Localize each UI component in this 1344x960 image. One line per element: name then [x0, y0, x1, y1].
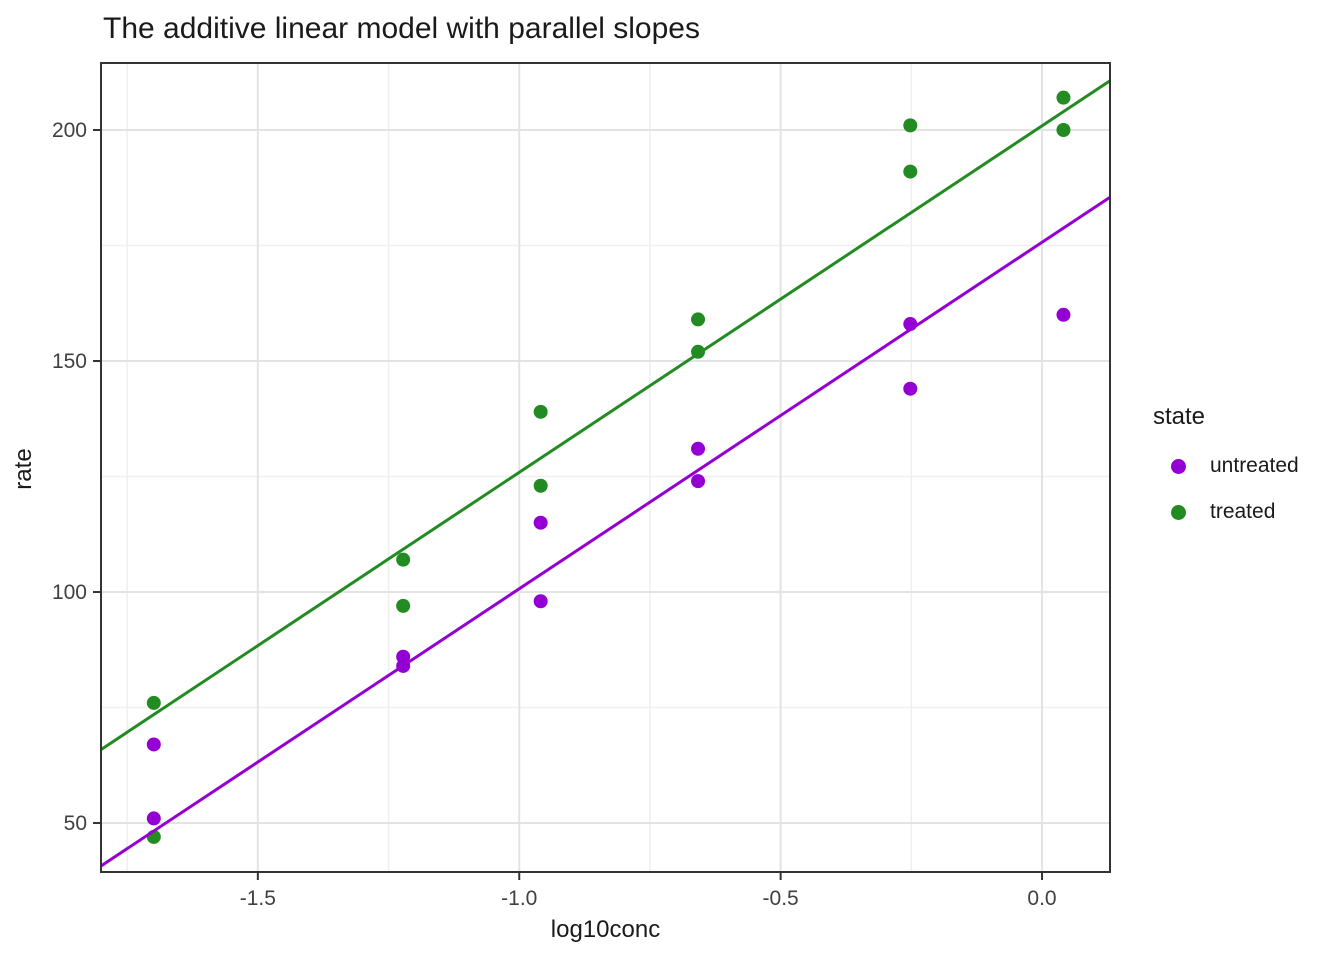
legend-item-untreated[interactable]: untreated — [1153, 443, 1343, 489]
fit-line-untreated — [100, 195, 1111, 868]
x-tick-label: -0.5 — [763, 887, 799, 910]
data-point-untreated[interactable] — [146, 811, 161, 826]
data-point-untreated[interactable] — [146, 737, 161, 752]
legend-point-untreated-icon — [1171, 458, 1186, 474]
legend-item-treated[interactable]: treated — [1153, 489, 1343, 535]
data-point-untreated[interactable] — [691, 441, 706, 456]
legend: state untreated treated — [1153, 403, 1343, 535]
data-point-treated[interactable] — [691, 312, 706, 327]
plot-title: The additive linear model with parallel … — [103, 12, 700, 45]
fit-line-treated — [100, 79, 1111, 751]
data-point-treated[interactable] — [1056, 90, 1071, 105]
legend-label-treated: treated — [1210, 500, 1276, 523]
y-tick-label: 100 — [52, 581, 87, 604]
data-point-treated[interactable] — [533, 478, 548, 493]
data-point-treated[interactable] — [396, 598, 411, 613]
x-tick-label: 0.0 — [1027, 887, 1056, 910]
data-point-treated[interactable] — [396, 552, 411, 567]
data-point-treated[interactable] — [533, 404, 548, 419]
data-point-untreated[interactable] — [903, 381, 918, 396]
data-point-untreated[interactable] — [1056, 307, 1071, 322]
data-point-untreated[interactable] — [691, 474, 706, 489]
data-point-treated[interactable] — [146, 695, 161, 710]
y-tick-label: 150 — [52, 350, 87, 373]
panel-border — [100, 62, 1111, 873]
y-axis-title: rate — [10, 448, 37, 490]
panel-background — [101, 63, 1110, 872]
data-point-untreated[interactable] — [533, 594, 548, 609]
legend-label-untreated: untreated — [1210, 454, 1299, 477]
x-tick-label: -1.0 — [501, 887, 537, 910]
data-point-treated[interactable] — [903, 118, 918, 133]
x-axis-title: log10conc — [550, 916, 661, 943]
legend-point-treated-icon — [1171, 504, 1186, 520]
y-tick-label: 50 — [64, 812, 87, 835]
data-point-untreated[interactable] — [396, 649, 411, 664]
y-tick-label: 200 — [52, 119, 87, 142]
data-point-treated[interactable] — [903, 164, 918, 179]
x-tick-label: -1.5 — [240, 887, 276, 910]
data-point-treated[interactable] — [1056, 122, 1071, 137]
data-point-untreated[interactable] — [533, 515, 548, 530]
legend-title: state — [1153, 403, 1206, 430]
